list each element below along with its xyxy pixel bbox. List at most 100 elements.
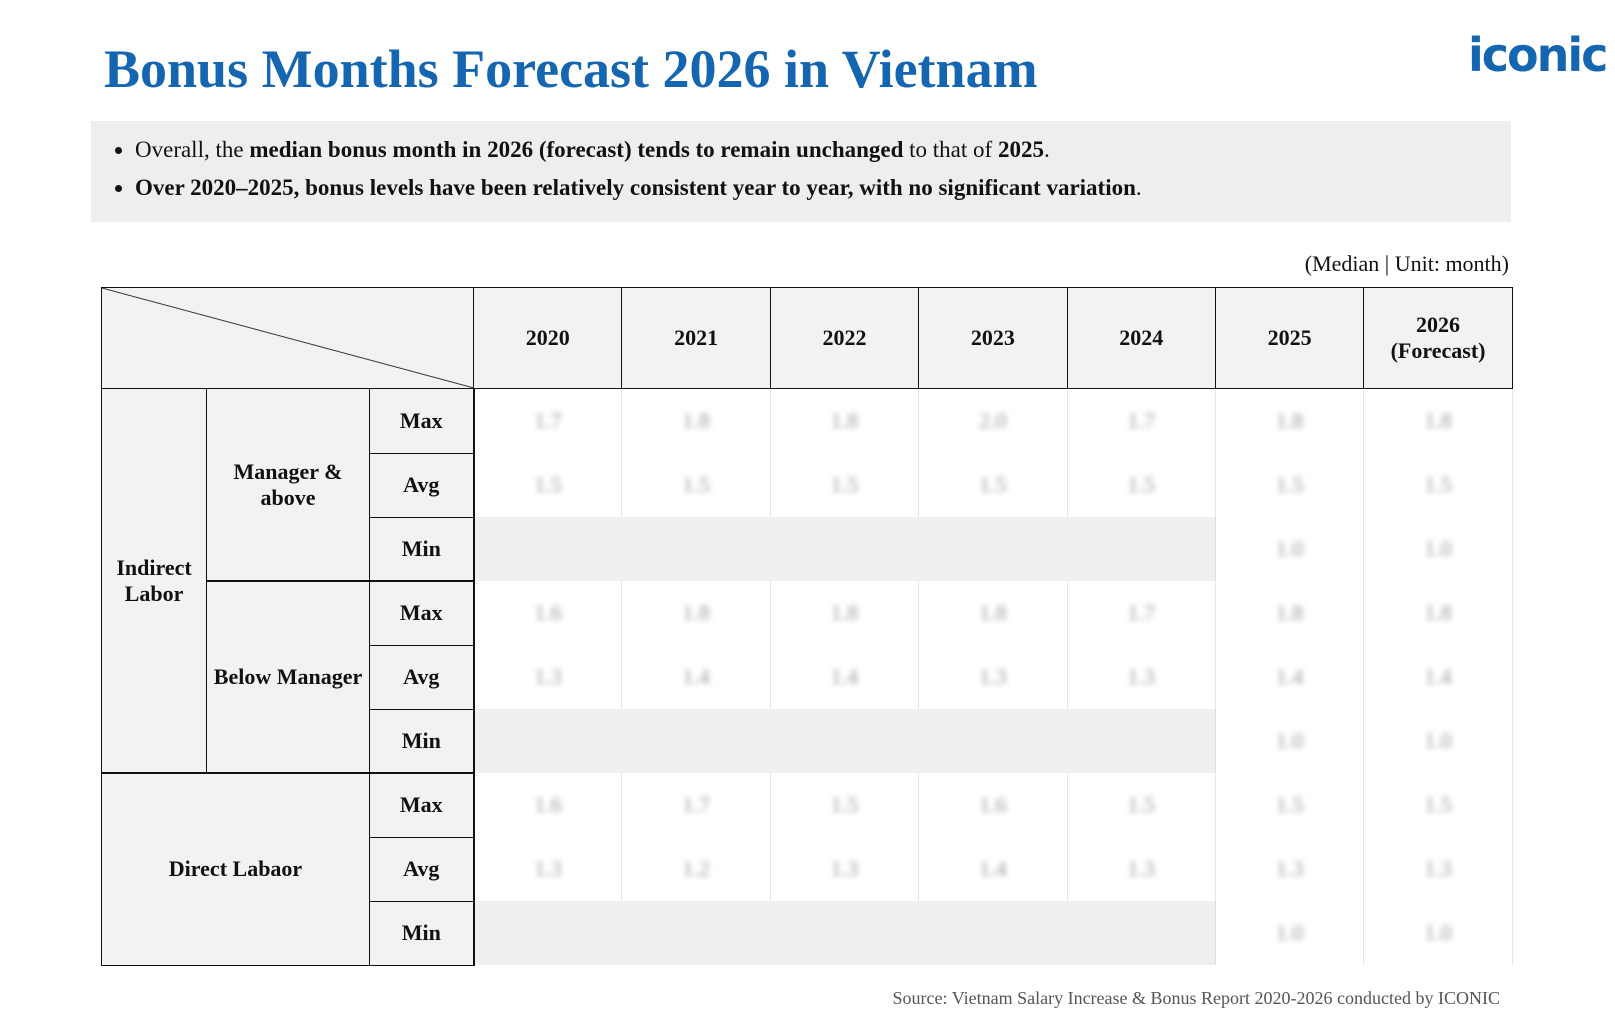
bonus-table: 2020 2021 2022 2023 2024 2025 2026 (Fore… (101, 287, 1513, 966)
value-text: 1.4 (1424, 664, 1452, 689)
value-text: 1.0 (1275, 536, 1304, 561)
value-cell: 1.6 (472, 581, 623, 645)
group-direct-labor: Direct Labaor (101, 772, 370, 966)
value-cell: 1.0 (1214, 709, 1365, 773)
value-cell: 1.5 (1066, 773, 1216, 837)
value-text: 1.7 (1127, 408, 1156, 433)
value-text: 1.8 (1275, 408, 1304, 433)
unit-note: (Median | Unit: month) (1304, 251, 1509, 276)
value-cell: 1.6 (472, 773, 623, 837)
value-cell: 1.4 (621, 645, 771, 709)
value-cell: 1.0 (1363, 901, 1513, 965)
value-cell: 1.4 (1363, 645, 1513, 709)
value-text: 1.8 (830, 600, 859, 625)
value-cell: 1.7 (472, 388, 623, 453)
year-header: 2020 (472, 287, 623, 389)
subgroup-below-manager: Below Manager (206, 580, 370, 774)
value-text: 1.7 (534, 408, 562, 433)
value-text: 1.2 (682, 856, 710, 881)
value-cell: 1.5 (1066, 453, 1216, 517)
metric-min: Min (369, 900, 474, 966)
year-header: 2021 (621, 287, 771, 389)
value-text: 1.8 (1424, 600, 1452, 625)
value-text: 1.5 (1127, 472, 1156, 497)
value-cell: 1.8 (621, 388, 771, 453)
value-cell: 1.7 (621, 773, 771, 837)
value-text: 1.6 (979, 792, 1007, 817)
group-indirect-labor: Indirect Labor (101, 388, 207, 774)
value-cell: 1.5 (472, 453, 623, 517)
year-header: 2024 (1066, 287, 1216, 389)
year-header: 2023 (918, 287, 1068, 389)
value-text: 1.8 (979, 600, 1007, 625)
year-header: 2026 (Forecast) (1363, 287, 1513, 389)
year-header: 2022 (769, 287, 920, 389)
value-cell: 1.8 (1363, 388, 1513, 453)
value-text: 1.4 (979, 856, 1007, 881)
value-text: 1.5 (979, 472, 1007, 497)
value-cell: 1.3 (472, 837, 623, 901)
value-cell: 1.3 (1363, 837, 1513, 901)
value-cell: 1.5 (1363, 453, 1513, 517)
value-cell: 1.8 (1214, 388, 1365, 453)
value-text: 1.0 (1424, 728, 1452, 753)
value-text: 1.7 (1127, 600, 1156, 625)
year-header: 2025 (1214, 287, 1365, 389)
value-cell: 1.4 (918, 837, 1068, 901)
value-text: 1.8 (682, 600, 710, 625)
value-cell: 1.3 (1214, 837, 1365, 901)
value-cell: 2.0 (918, 388, 1068, 453)
value-text: 1.6 (534, 792, 562, 817)
value-text: 1.5 (1275, 472, 1304, 497)
empty-cell (472, 709, 1216, 773)
source-note: Source: Vietnam Salary Increase & Bonus … (892, 988, 1500, 1008)
value-cell: 1.3 (472, 645, 623, 709)
value-cell: 1.5 (1363, 773, 1513, 837)
value-cell: 1.7 (1066, 581, 1216, 645)
value-cell: 1.8 (918, 581, 1068, 645)
value-text: 1.3 (979, 664, 1007, 689)
value-text: 1.0 (1275, 920, 1304, 945)
value-cell: 1.3 (769, 837, 920, 901)
value-text: 1.3 (534, 856, 562, 881)
value-cell: 1.5 (769, 453, 920, 517)
value-cell: 1.5 (1214, 773, 1365, 837)
value-cell: 1.5 (918, 453, 1068, 517)
empty-cell (472, 517, 1216, 581)
value-cell: 1.8 (769, 581, 920, 645)
value-text: 1.6 (534, 600, 562, 625)
summary-bullet-2: Over 2020–2025, bonus levels have been r… (135, 169, 1511, 207)
metric-min: Min (369, 516, 474, 582)
value-text: 1.4 (682, 664, 710, 689)
value-text: 1.5 (1424, 472, 1452, 497)
value-cell: 1.5 (621, 453, 771, 517)
value-text: 1.5 (682, 472, 710, 497)
value-cell: 1.0 (1363, 517, 1513, 581)
metric-max: Max (369, 580, 474, 646)
value-text: 1.8 (1275, 600, 1304, 625)
value-text: 1.5 (830, 472, 859, 497)
subgroup-manager: Manager & above (206, 388, 370, 582)
value-cell: 1.8 (1214, 581, 1365, 645)
iconic-logo: iconic (1468, 28, 1608, 82)
value-text: 1.0 (1275, 728, 1304, 753)
value-text: 1.5 (534, 472, 562, 497)
metric-avg: Avg (369, 836, 474, 902)
value-text: 1.3 (1424, 856, 1452, 881)
value-cell: 1.5 (1214, 453, 1365, 517)
value-text: 2.0 (979, 408, 1007, 433)
value-cell: 1.3 (1066, 837, 1216, 901)
metric-max: Max (369, 388, 474, 454)
metric-max: Max (369, 772, 474, 838)
value-cell: 1.4 (1214, 645, 1365, 709)
value-text: 1.3 (830, 856, 859, 881)
value-text: 1.3 (1127, 856, 1156, 881)
value-cell: 1.8 (1363, 581, 1513, 645)
value-cell: 1.3 (1066, 645, 1216, 709)
value-cell: 1.7 (1066, 388, 1216, 453)
value-text: 1.8 (682, 408, 710, 433)
value-text: 1.8 (830, 408, 859, 433)
value-text: 1.5 (1275, 792, 1304, 817)
value-cell: 1.4 (769, 645, 920, 709)
value-cell: 1.2 (621, 837, 771, 901)
